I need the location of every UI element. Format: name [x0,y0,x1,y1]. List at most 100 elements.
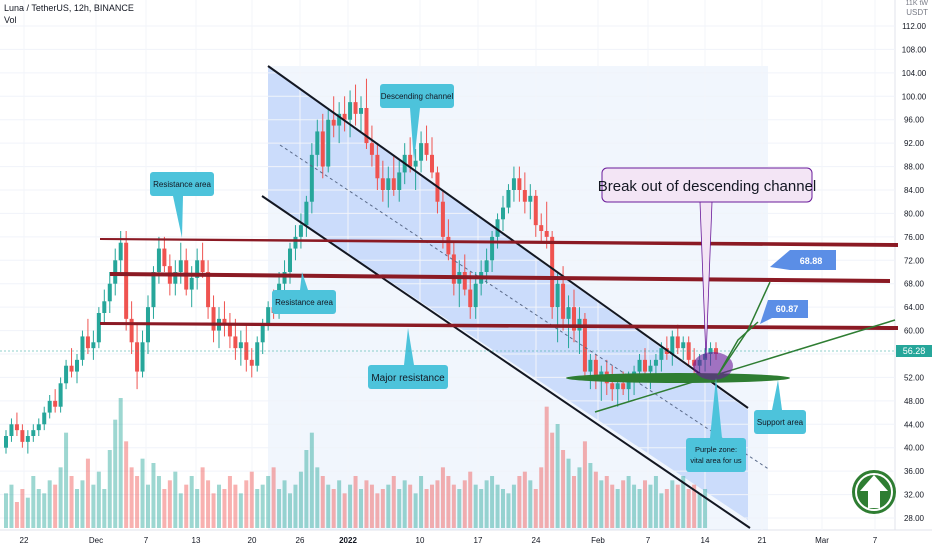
candle-body [375,154,380,179]
time-tick-label: Mar [815,536,829,545]
candle-body [588,359,593,372]
candle-body [25,436,30,442]
callout-major-resistance[interactable]: Major resistance [368,365,448,389]
volume-bar [146,484,150,528]
target-label-2[interactable]: 60.87 [760,300,808,324]
candle-body [227,324,232,337]
candle-body [47,400,52,413]
volume-bar [577,467,582,528]
axis-currency-top: 11K tW [905,0,928,7]
resistance-band-upper[interactable] [100,238,898,247]
resistance-band-major[interactable] [100,322,898,330]
volume-bar [20,489,25,528]
candle-body [708,348,713,354]
volume-bar [632,484,637,528]
bullish-badge[interactable] [852,470,896,514]
volume-bar [703,489,708,528]
price-tick-label: 40.00 [904,444,925,453]
volume-bar [156,476,161,528]
time-tick-label: 17 [474,536,483,545]
candle-body [260,324,265,343]
candle-body [244,342,249,360]
candle-body [342,113,347,120]
price-tick-label: 88.00 [904,163,925,172]
candle-body [20,430,25,442]
candle-body [555,283,560,308]
volume-bar [69,476,74,528]
support-zone[interactable] [566,373,790,383]
candle-body [80,336,85,360]
price-axis-background [895,0,932,530]
volume-bar [298,471,303,528]
callout-box [754,410,806,434]
target-text: 68.88 [800,256,823,266]
candle-body [4,436,8,448]
candle-body [495,219,500,237]
price-tick-label: 76.00 [904,233,925,242]
callout-support-area[interactable]: Support area [754,410,806,434]
candle-body [304,201,309,226]
resistance-band-middle[interactable] [110,272,890,283]
callout-descending-channel[interactable]: Descending channel [380,84,454,108]
candle-body [490,236,495,261]
volume-bar [326,484,331,528]
volume-bar [178,493,183,528]
volume-bar [468,471,473,528]
price-tick-label: 72.00 [904,256,925,265]
symbol-legend[interactable]: Luna / TetherUS, 12h, BINANCE [4,3,134,13]
candle-body [102,301,107,313]
candle-body [309,154,314,202]
volume-bar [129,467,134,528]
candle-body [681,342,686,349]
volume-bar [659,493,664,528]
volume-bar [173,471,178,528]
volume-bar [151,463,156,528]
purple-zone[interactable] [693,352,733,380]
volume-bar [402,480,407,528]
candle-body [31,430,36,436]
callout-purple-zone[interactable]: Purple zone: vital area for us [686,438,746,472]
callout-resistance-1[interactable]: Resistance area [150,172,214,196]
rising-trendline[interactable] [594,319,896,413]
volume-bar [162,489,167,528]
callout-text: Support area [757,418,804,427]
volume-bar [692,484,697,528]
volume-legend[interactable]: Vol [4,15,17,25]
volume-bar [462,480,467,528]
callout-breakout[interactable]: Break out of descending channel [598,167,817,203]
candle-body [129,318,134,343]
axis-currency: USDT [906,8,928,17]
volume-bar [244,480,249,528]
volume-bar [566,458,571,528]
candle-body [14,424,19,431]
volume-bar [539,467,544,528]
candle-body [561,283,566,319]
channel-lower-line[interactable] [261,195,751,529]
candle-body [380,178,385,190]
volume-bar [364,480,369,528]
candle-body [58,383,63,407]
candle-body [353,102,358,114]
volume-bar [315,467,320,528]
candle-body [91,342,96,349]
callout-box [272,290,336,314]
volume-bar [222,489,227,528]
price-tick-label: 32.00 [904,491,925,500]
volume-bar [271,467,276,528]
volume-bar [451,484,456,528]
target-box [760,300,808,324]
callout-text: Break out of descending channel [598,178,817,195]
candle-body [566,307,571,319]
candle-body [124,242,129,319]
volume-bar [686,489,691,528]
target-label-1[interactable]: 68.88 [770,250,836,270]
time-tick-label: 7 [646,536,651,545]
price-tick-label: 112.00 [902,22,926,31]
candle-body [288,248,292,272]
candle-body [440,201,445,237]
candle-body [413,160,418,167]
candle-body [539,225,544,231]
candle-body [408,154,413,167]
callout-resistance-2[interactable]: Resistance area [272,290,336,314]
